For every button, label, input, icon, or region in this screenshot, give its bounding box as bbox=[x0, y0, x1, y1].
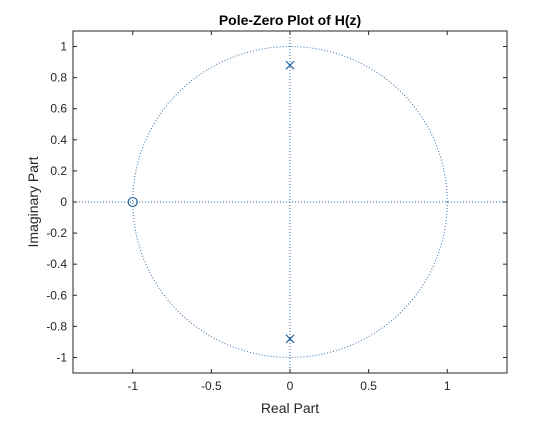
y-axis-label: Imaginary Part bbox=[25, 156, 41, 247]
y-tick-label: -0.4 bbox=[46, 257, 67, 271]
y-tick-label: -0.6 bbox=[46, 288, 67, 302]
x-axis-label: Real Part bbox=[261, 400, 319, 416]
pole-marker bbox=[285, 60, 295, 70]
x-tick-label: 0.5 bbox=[360, 379, 377, 393]
ticks-layer: -1 -0.5 0 0.5 1 1 0.8 0.6 0.4 0.2 0 -0.2 -0.4 -0.6 -0.… bbox=[46, 31, 507, 393]
y-tick-label: 1 bbox=[60, 40, 67, 54]
unit-circle bbox=[132, 46, 448, 358]
guides-layer bbox=[73, 31, 507, 373]
markers-layer bbox=[127, 60, 295, 344]
y-tick-label: 0 bbox=[60, 195, 67, 209]
pole-marker bbox=[285, 334, 295, 344]
y-tick-label: -0.8 bbox=[46, 319, 67, 333]
chart-title: Pole-Zero Plot of H(z) bbox=[219, 12, 361, 28]
x-tick-label: -0.5 bbox=[201, 379, 222, 393]
y-tick-label: -0.2 bbox=[46, 226, 67, 240]
y-tick-label: 0.4 bbox=[50, 133, 67, 147]
zero-marker bbox=[127, 196, 138, 208]
y-tick-label: 0.2 bbox=[50, 164, 67, 178]
y-tick-label: 0.8 bbox=[50, 71, 67, 85]
y-tick-label: -1 bbox=[56, 350, 67, 364]
x-tick-label: 1 bbox=[444, 379, 451, 393]
x-tick-label: 0 bbox=[287, 379, 294, 393]
y-tick-label: 0.6 bbox=[50, 102, 67, 116]
x-tick-label: -1 bbox=[127, 379, 138, 393]
